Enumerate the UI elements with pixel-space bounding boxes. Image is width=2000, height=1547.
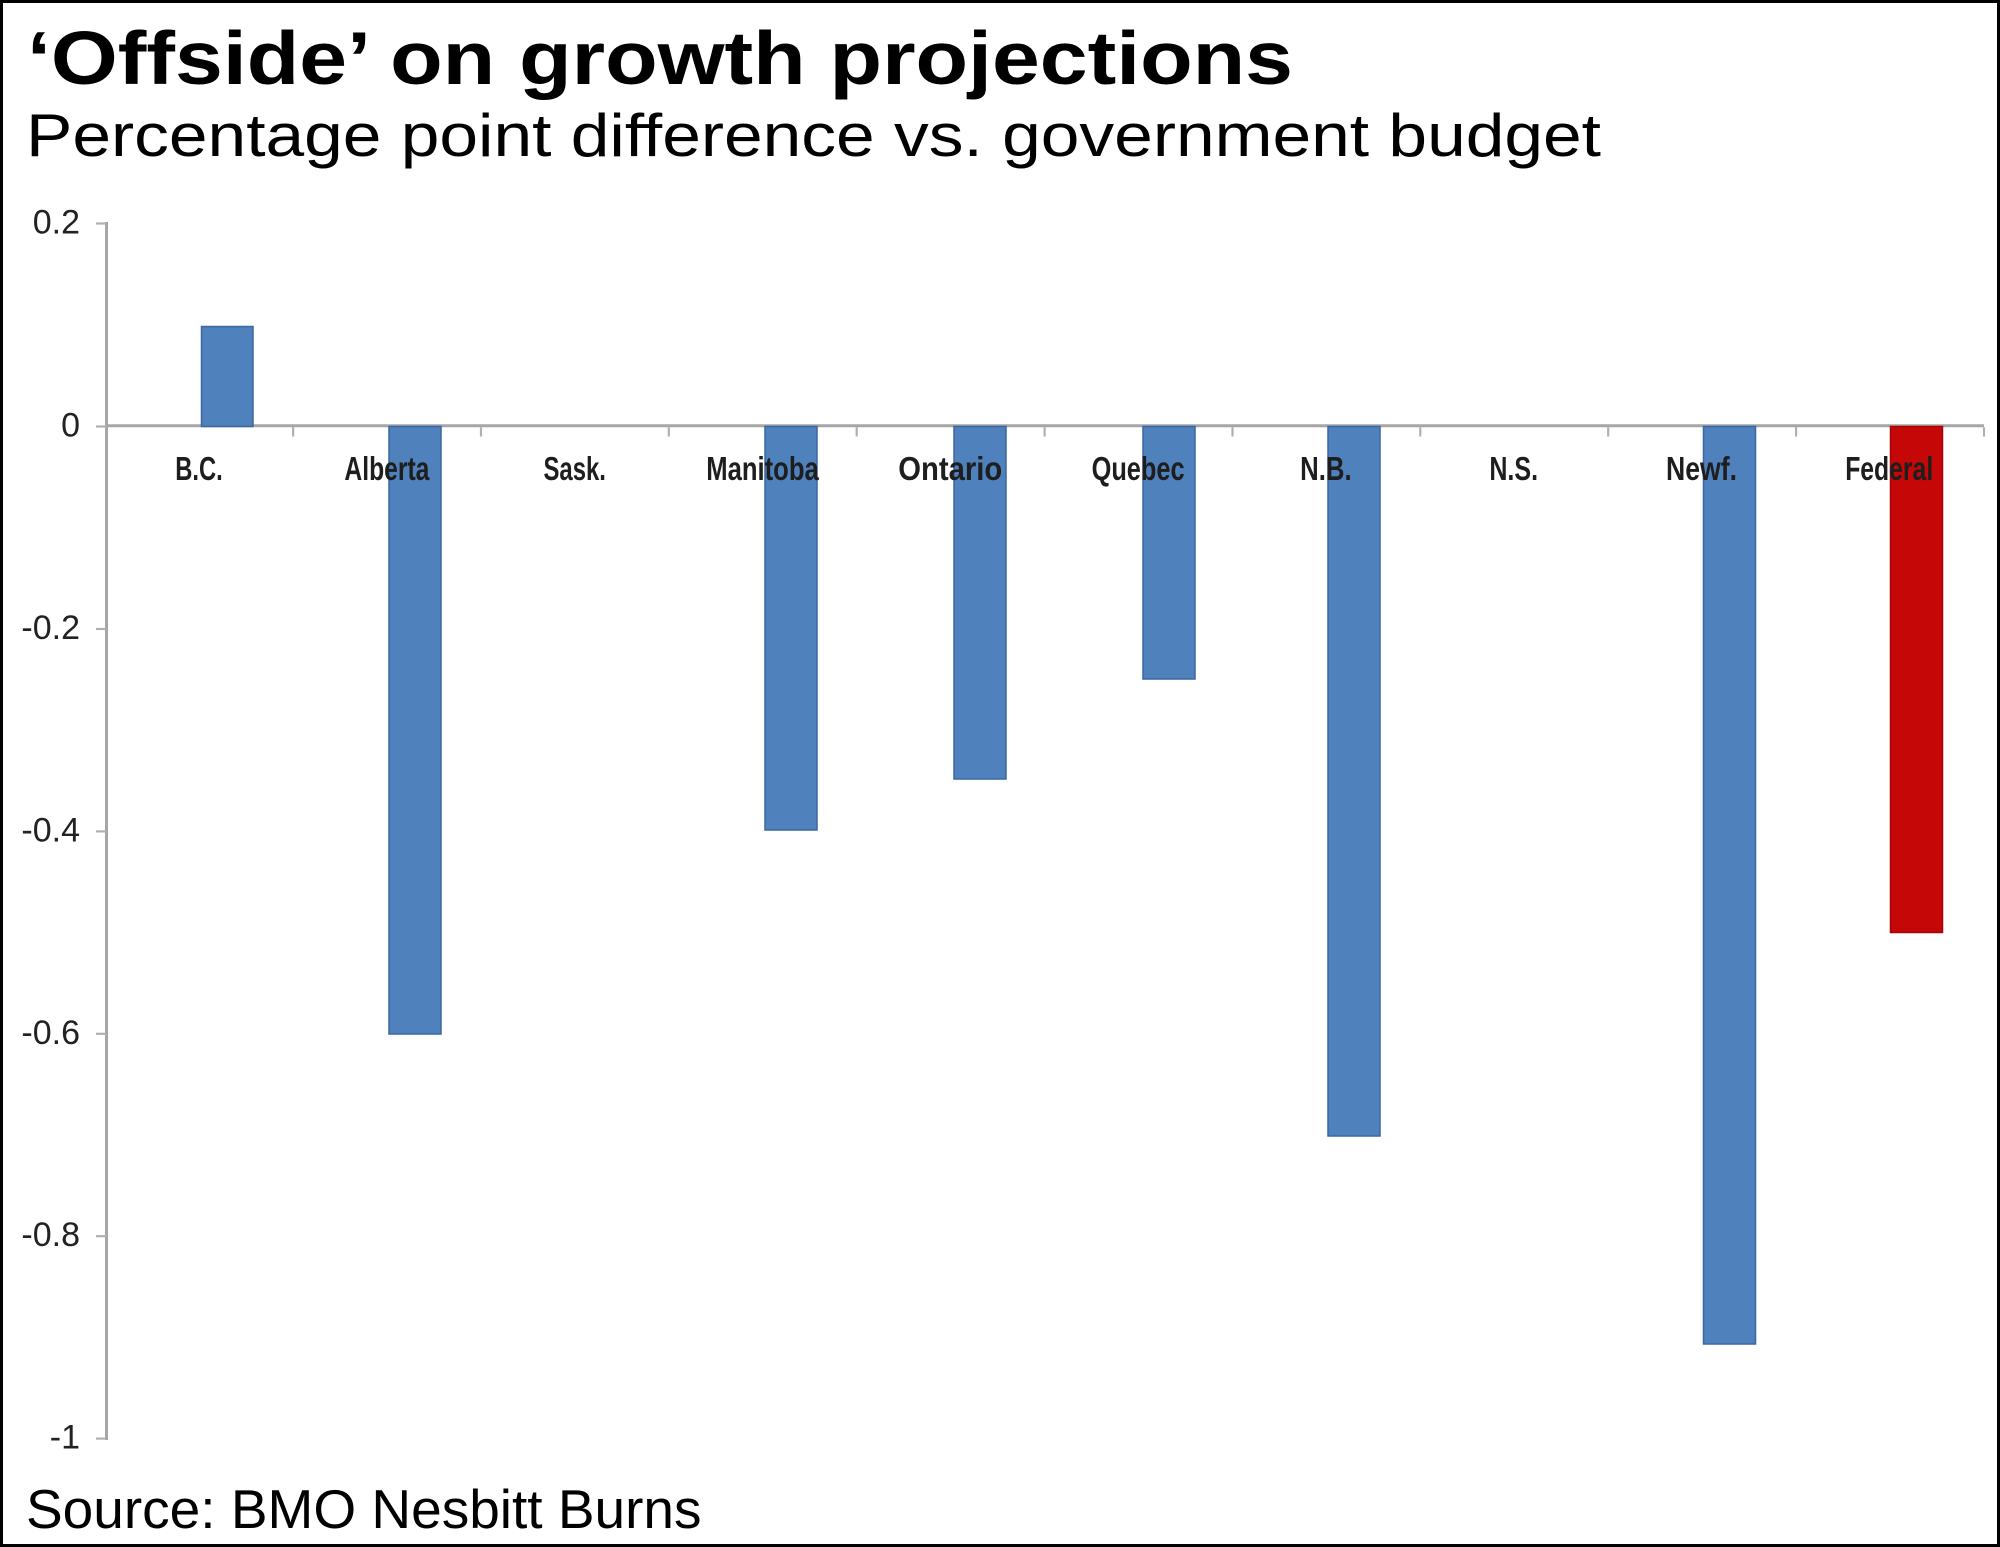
- svg-text:Sask.: Sask.: [543, 450, 606, 487]
- svg-text:-1: -1: [50, 1419, 80, 1457]
- svg-text:-0.8: -0.8: [21, 1216, 80, 1254]
- svg-text:-0.6: -0.6: [21, 1014, 80, 1052]
- svg-text:N.B.: N.B.: [1300, 450, 1352, 487]
- svg-text:Manitoba: Manitoba: [706, 450, 819, 487]
- svg-text:0: 0: [61, 407, 80, 445]
- svg-text:Newf.: Newf.: [1666, 450, 1737, 487]
- svg-text:-0.4: -0.4: [21, 812, 80, 850]
- svg-text:N.S.: N.S.: [1489, 450, 1538, 487]
- svg-text:Ontario: Ontario: [898, 450, 1002, 487]
- svg-text:‘Offside’ on growth projection: ‘Offside’ on growth projections: [27, 16, 1293, 100]
- svg-text:Percentage point difference vs: Percentage point difference vs. governme…: [26, 102, 1601, 169]
- svg-text:B.C.: B.C.: [175, 450, 223, 487]
- svg-text:Alberta: Alberta: [344, 450, 429, 487]
- svg-text:Source: BMO Nesbitt Burns: Source: BMO Nesbitt Burns: [26, 1478, 702, 1540]
- svg-text:Quebec: Quebec: [1092, 450, 1185, 487]
- svg-text:-0.2: -0.2: [21, 609, 80, 647]
- svg-text:Federal: Federal: [1845, 450, 1933, 487]
- svg-text:0.2: 0.2: [33, 204, 80, 242]
